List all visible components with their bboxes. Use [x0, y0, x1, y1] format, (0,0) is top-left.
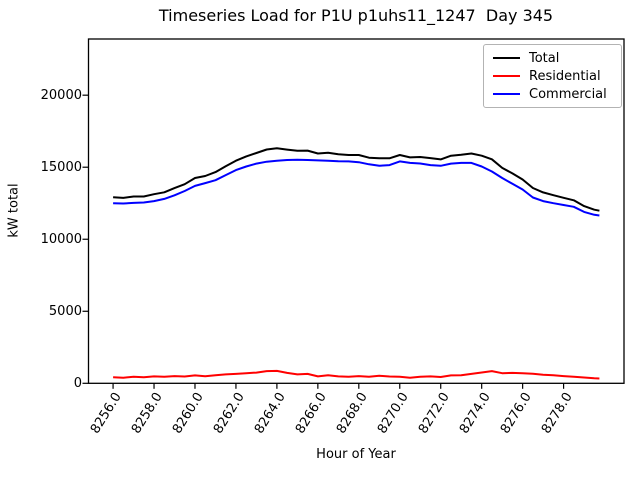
chart-title: Timeseries Load for P1U p1uhs11_1247 Day…	[158, 6, 554, 25]
x-axis-label: Hour of Year	[316, 447, 396, 462]
y-tick-label: 10000	[40, 231, 82, 247]
legend-label: Commercial	[529, 86, 607, 102]
series-line-total	[113, 147, 600, 212]
y-tick-label: 15000	[40, 159, 82, 175]
legend: Total Residential Commercial	[483, 44, 622, 108]
legend-label: Residential	[529, 68, 601, 84]
legend-item-residential: Residential	[493, 69, 612, 84]
y-tick-label: 5000	[48, 303, 82, 319]
series-line-residential	[113, 369, 600, 380]
series-line-commercial	[113, 158, 600, 217]
legend-line-swatch	[493, 75, 520, 77]
legend-item-total: Total	[493, 51, 612, 66]
legend-line-swatch	[493, 93, 520, 95]
y-axis-label: kW total	[6, 183, 22, 238]
legend-label: Total	[529, 50, 560, 66]
axes-spines	[87, 38, 625, 384]
y-tick-label: 0	[73, 375, 82, 391]
legend-line-swatch	[493, 57, 520, 59]
legend-item-commercial: Commercial	[493, 87, 612, 102]
y-tick-label: 20000	[40, 87, 82, 103]
